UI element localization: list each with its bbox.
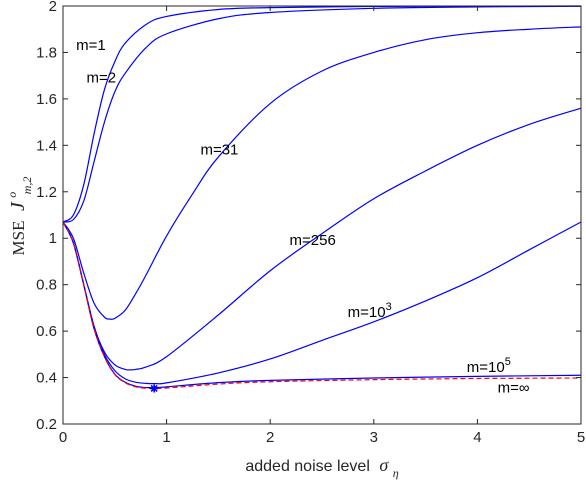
x-axis-title: added noise level σ η [245, 455, 398, 480]
minimum-marker [150, 384, 159, 393]
curve-label: m=105 [467, 356, 511, 376]
tick-labels: 0 1 2 3 4 5 0.2 0.4 0.6 0.8 1 1.2 1.4 1.6 1.8 2 [36, 0, 585, 446]
y-axis-superscript: o [5, 192, 19, 198]
y-tick-label: 1.8 [36, 44, 57, 61]
series-line-2 [62, 26, 582, 320]
y-tick-label: 2 [49, 0, 57, 15]
curve-label: m=103 [348, 301, 392, 321]
curve-label: m=31 [200, 142, 238, 159]
x-axis-title-text: added noise level [245, 458, 370, 475]
curve-label: m=2 [87, 70, 117, 87]
plot-area [63, 6, 581, 424]
curve-label: m=1 [76, 37, 106, 54]
y-tick-label: 1 [49, 230, 57, 247]
x-tick-label: 4 [473, 429, 481, 446]
x-tick-label: 3 [370, 429, 378, 446]
x-tick-label: 2 [266, 429, 274, 446]
marker-layer [150, 384, 159, 393]
y-tick-label: 1.2 [36, 184, 57, 201]
y-tick-label: 0.4 [36, 370, 57, 387]
series-line-4 [62, 221, 582, 385]
y-tick-label: 0.6 [36, 323, 57, 340]
curves [62, 5, 582, 390]
y-axis-subscript: m,2 [20, 177, 34, 195]
x-tick-label: 5 [577, 429, 585, 446]
y-axis-title: MSE J o m,2 [3, 177, 34, 256]
y-tick-label: 0.2 [36, 416, 57, 433]
y-axis-title-text: MSE [9, 220, 28, 255]
x-axis-symbol: σ [379, 455, 389, 475]
y-tick-label: 1.4 [36, 137, 57, 154]
y-tick-label: 0.8 [36, 277, 57, 294]
curve-labels: m=1 m=2 m=31 m=256 m=103 m=105 m=∞ [76, 37, 530, 397]
x-axis-subscript: η [393, 466, 399, 480]
y-axis-symbol: J [7, 201, 29, 211]
x-tick-label: 1 [162, 429, 170, 446]
ticks [62, 5, 582, 425]
curve-label: m=256 [290, 232, 336, 249]
series-line-6 [62, 221, 582, 390]
y-tick-label: 1.6 [36, 91, 57, 108]
x-tick-label: 0 [59, 429, 67, 446]
series-line-1 [62, 5, 582, 223]
axes-box [62, 5, 582, 425]
curve-label: m=∞ [498, 380, 530, 397]
